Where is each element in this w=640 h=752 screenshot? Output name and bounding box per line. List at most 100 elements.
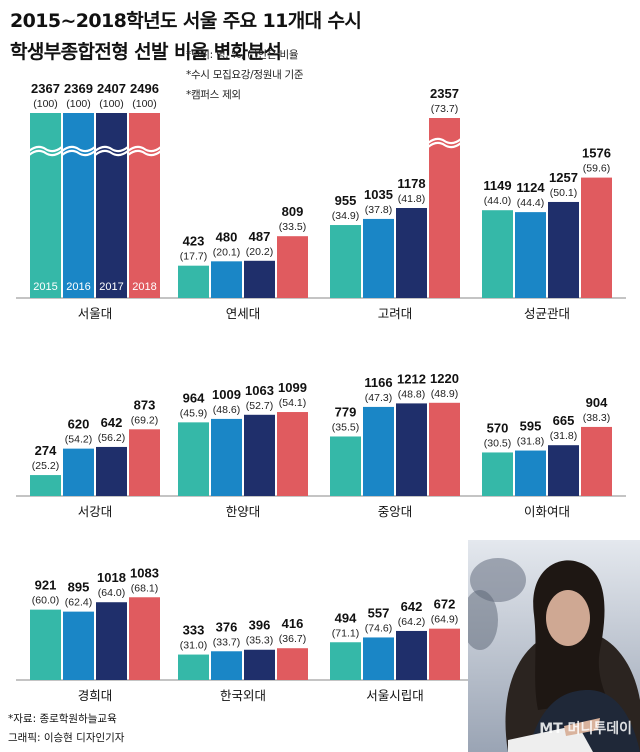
- axis-break-mark: [94, 145, 129, 153]
- axis-break-mark: [61, 149, 96, 157]
- value-label: 1009: [212, 387, 241, 402]
- ratio-label: (38.3): [583, 412, 610, 424]
- value-label: 1099: [278, 380, 307, 395]
- bar-2016: [63, 611, 94, 680]
- bar-2017: [396, 208, 427, 298]
- value-label: 1018: [97, 570, 126, 585]
- value-label: 2496: [130, 81, 159, 96]
- ratio-label: (50.1): [550, 187, 577, 199]
- ratio-label: (69.2): [131, 414, 158, 426]
- bar-2016: [211, 261, 242, 298]
- value-label: 570: [487, 420, 509, 435]
- bar-2018: [429, 402, 460, 496]
- publisher-watermark: MT 머니투데이: [539, 721, 632, 737]
- ratio-label: (44.0): [484, 195, 511, 207]
- value-label: 333: [183, 623, 205, 638]
- ratio-label: (54.2): [65, 434, 92, 446]
- bar-2016: [363, 406, 394, 496]
- university-label: 서울시립대: [366, 689, 424, 703]
- ratio-label: (52.7): [246, 400, 273, 412]
- value-label: 1063: [245, 383, 274, 398]
- bar-2018: [129, 429, 160, 496]
- bar-2017: [96, 113, 127, 298]
- value-label: 557: [368, 605, 390, 620]
- university-label: 서울대: [78, 307, 113, 321]
- bar-2017: [396, 403, 427, 496]
- value-label: 904: [586, 395, 608, 410]
- ratio-label: (64.0): [98, 587, 125, 599]
- ratio-label: (20.2): [246, 246, 273, 258]
- bar-2018: [277, 648, 308, 680]
- ratio-label: (64.9): [431, 614, 458, 626]
- bar-2017: [244, 260, 275, 298]
- credit-graphic: 그래픽: 이승현 디자인기자: [8, 732, 125, 744]
- university-label: 한양대: [226, 505, 261, 519]
- chart-title: 2015~2018학년도 서울 주요 11개대 수시 학생부종합전형 선발 비율…: [10, 10, 362, 63]
- value-label: 1576: [582, 146, 611, 161]
- bar-2016: [63, 448, 94, 496]
- ratio-label: (35.3): [246, 635, 273, 647]
- ratio-label: (59.6): [583, 163, 610, 175]
- year-label: 2016: [66, 281, 90, 293]
- bar-2018: [429, 628, 460, 680]
- bar-2017: [244, 414, 275, 496]
- value-label: 1257: [549, 170, 578, 185]
- ratio-label: (62.4): [65, 597, 92, 609]
- bar-2015: [30, 609, 61, 680]
- university-label: 성균관대: [524, 307, 570, 321]
- ratio-label: (34.9): [332, 210, 359, 222]
- year-label: 2018: [132, 281, 156, 293]
- value-label: 1220: [430, 371, 459, 386]
- bar-2015: [482, 452, 513, 496]
- ratio-label: (47.3): [365, 392, 392, 404]
- value-label: 955: [335, 193, 357, 208]
- university-label: 중앙대: [378, 505, 413, 519]
- value-label: 895: [68, 580, 90, 595]
- value-label: 1149: [483, 178, 511, 193]
- ratio-label: (33.7): [213, 636, 240, 648]
- value-label: 809: [282, 204, 304, 219]
- ratio-label: (37.8): [365, 204, 392, 216]
- bar-2016: [211, 651, 242, 680]
- year-label: 2015: [33, 281, 57, 293]
- value-label: 672: [434, 597, 456, 612]
- ratio-label: (48.6): [213, 404, 240, 416]
- value-label: 642: [101, 415, 123, 430]
- ratio-label: (71.1): [332, 627, 359, 639]
- bar-2016: [363, 218, 394, 298]
- value-label: 665: [553, 413, 575, 428]
- ratio-label: (44.4): [517, 197, 544, 209]
- bar-2016: [211, 418, 242, 496]
- ratio-label: (48.9): [431, 388, 458, 400]
- university-label: 경희대: [78, 689, 113, 703]
- value-label: 873: [134, 397, 156, 412]
- ratio-label: (73.7): [431, 103, 458, 115]
- axis-break-mark: [427, 141, 462, 149]
- axis-break-mark: [28, 149, 63, 157]
- value-label: 487: [249, 229, 271, 244]
- student-photo: [468, 540, 640, 752]
- axis-break-mark: [28, 145, 63, 153]
- value-label: 494: [335, 610, 357, 625]
- ratio-label: (48.8): [398, 388, 425, 400]
- value-label: 1124: [516, 180, 545, 195]
- value-label: 1178: [397, 176, 425, 191]
- value-label: 1212: [397, 371, 426, 386]
- chart-credits: *자료: 종로학원하늘교육 그래픽: 이승현 디자인기자: [8, 710, 124, 748]
- ratio-label: (100): [132, 98, 157, 110]
- bar-2018: [429, 118, 460, 298]
- bar-2015: [178, 654, 209, 680]
- ratio-label: (17.7): [180, 251, 207, 263]
- note-units: *단위: 명, %, ( )안은 비율: [186, 49, 299, 61]
- bar-2015: [30, 475, 61, 496]
- ratio-label: (20.1): [213, 246, 240, 258]
- value-label: 620: [68, 417, 90, 432]
- ratio-label: (45.9): [180, 407, 207, 419]
- bar-2018: [277, 412, 308, 496]
- value-label: 921: [35, 578, 57, 593]
- value-label: 595: [520, 419, 542, 434]
- value-label: 2369: [64, 81, 93, 96]
- ratio-label: (35.5): [332, 421, 359, 433]
- axis-break-mark: [61, 145, 96, 153]
